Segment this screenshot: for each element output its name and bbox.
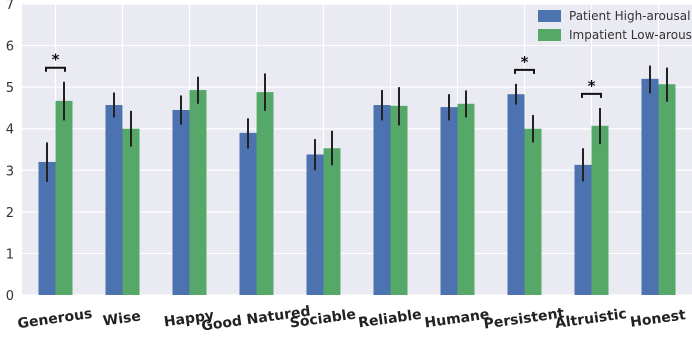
y-tick-label: 0	[6, 289, 14, 304]
y-tick-label: 6	[6, 40, 14, 55]
bar-impatient-low-arousal	[524, 128, 542, 295]
legend: Patient High-arousal Impatient Low-arousa…	[538, 9, 692, 42]
bar-patient-high-arousal	[105, 105, 123, 295]
bar-impatient-low-arousal	[591, 125, 609, 295]
x-tick-label: Wise	[102, 308, 142, 329]
legend-label: Impatient Low-arousal	[569, 28, 692, 42]
y-tick-label: 2	[6, 206, 14, 221]
x-tick-label: Reliable	[357, 307, 422, 332]
bar-patient-high-arousal	[641, 78, 659, 295]
bar-patient-high-arousal	[507, 94, 525, 296]
bar-patient-high-arousal	[239, 132, 257, 295]
y-tick-labels: 0 1 2 3 4 5 6 7	[6, 0, 14, 304]
bar-impatient-low-arousal	[658, 84, 676, 296]
significance-star: *	[52, 51, 60, 69]
significance-bracket	[514, 68, 535, 74]
legend-swatch	[538, 10, 561, 22]
x-tick-label: Persistent	[483, 305, 566, 332]
bar-impatient-low-arousal	[122, 128, 140, 295]
significance-bracket	[45, 66, 66, 72]
y-tick-label: 5	[6, 81, 14, 96]
bar-patient-high-arousal	[38, 161, 56, 295]
bar-patient-high-arousal	[172, 110, 190, 295]
bar-patient-high-arousal	[574, 164, 592, 295]
y-tick-label: 3	[6, 164, 14, 179]
y-tick-label: 4	[6, 123, 14, 138]
bar-impatient-low-arousal	[256, 92, 274, 295]
x-tick-label: Altruistic	[554, 306, 628, 332]
x-tick-label: Humane	[424, 307, 491, 332]
legend-swatch	[538, 29, 561, 41]
bar-impatient-low-arousal	[55, 100, 73, 296]
bar-impatient-low-arousal	[189, 90, 207, 295]
significance-star: *	[521, 53, 529, 71]
bar-impatient-low-arousal	[390, 105, 408, 295]
bar-patient-high-arousal	[373, 105, 391, 295]
bar-impatient-low-arousal	[457, 103, 475, 296]
bar-patient-high-arousal	[440, 107, 458, 296]
error-bars	[46, 65, 668, 182]
x-tick-label: Honest	[629, 307, 687, 331]
bar-patient-high-arousal	[306, 154, 324, 295]
y-tick-label: 7	[6, 0, 14, 13]
significance-star: *	[588, 77, 596, 95]
significance-bracket	[581, 92, 602, 98]
bar-impatient-low-arousal	[323, 148, 341, 295]
x-tick-label: Happy	[163, 308, 215, 331]
y-tick-label: 1	[6, 247, 14, 262]
x-tick-label: Generous	[17, 306, 94, 332]
significance-markers: * * *	[45, 51, 602, 98]
bars	[38, 78, 676, 296]
legend-label: Patient High-arousal	[569, 9, 690, 23]
